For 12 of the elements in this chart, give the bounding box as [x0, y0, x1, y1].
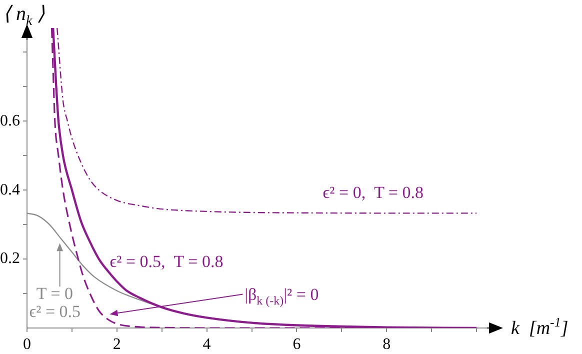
annotation: T = 0 ϵ² = 0.5 — [29, 284, 81, 322]
x-tick-label: 0 — [23, 336, 31, 353]
y-tick-label: 0.6 — [0, 112, 20, 130]
x-tick-label: 8 — [382, 336, 391, 353]
y-tick-label: 0.4 — [0, 181, 20, 198]
series-label: ϵ² = 0.5, T = 0.8 — [110, 252, 224, 271]
y-tick-label: 0.2 — [0, 250, 20, 268]
line-series — [56, 28, 478, 214]
x-tick-label: 2 — [112, 336, 121, 353]
x-tick-label: 4 — [202, 336, 211, 353]
series-label: ϵ² = 0, T = 0.8 — [322, 183, 424, 202]
x-tick-label: 6 — [292, 336, 301, 353]
